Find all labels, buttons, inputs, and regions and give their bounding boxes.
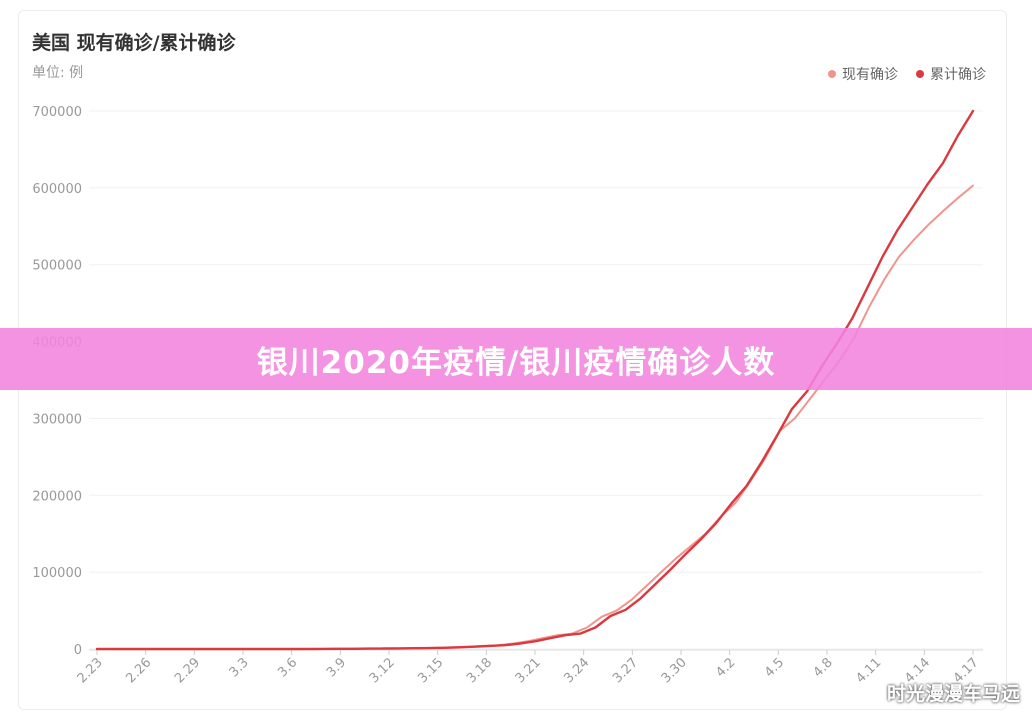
watermark: 时光漫漫车马远 [886, 683, 1020, 705]
legend-cumulative-label: 累计确诊 [930, 67, 986, 83]
x-tick-label: 4.2 [713, 655, 738, 680]
x-tick-label: 3.6 [275, 655, 300, 680]
x-tick-label: 3.21 [513, 655, 544, 686]
x-tick-label: 3.27 [610, 655, 641, 686]
x-tick-label: 3.3 [227, 655, 252, 680]
legend-item-cumulative[interactable]: 累计确诊 [916, 64, 986, 84]
x-tick-label: 3.15 [415, 655, 446, 686]
series-line-current [96, 184, 974, 650]
chart-subtitle: 单位: 例 [32, 65, 84, 81]
x-tick-label: 2.23 [75, 655, 106, 686]
y-tick-label: 0 [74, 643, 82, 658]
x-tick-label: 4.5 [762, 655, 787, 680]
x-tick-label: 4.11 [853, 655, 884, 686]
legend-current-swatch [828, 70, 836, 78]
chart-title: 美国 现有确诊/累计确诊 [32, 32, 236, 54]
x-tick-label: 3.18 [464, 655, 495, 686]
y-tick-label: 600000 [32, 182, 82, 197]
x-tick-label: 2.26 [123, 655, 154, 686]
y-tick-label: 700000 [32, 105, 82, 120]
y-tick-label: 500000 [32, 259, 82, 274]
x-tick-label: 4.8 [811, 655, 836, 680]
x-tick-label: 3.12 [367, 655, 398, 686]
y-tick-label: 300000 [32, 412, 82, 427]
x-tick-label: 3.9 [324, 655, 349, 680]
legend-item-current[interactable]: 现有确诊 [828, 64, 898, 84]
x-tick-label: 2.29 [172, 655, 203, 686]
legend-current-label: 现有确诊 [842, 67, 898, 83]
chart-legend: 现有确诊 累计确诊 [828, 64, 986, 84]
x-tick-label: 3.24 [561, 655, 592, 686]
banner-text: 银川2020年疫情/银川疫情确诊人数 [256, 344, 776, 381]
y-tick-label: 100000 [32, 566, 82, 581]
legend-cumulative-swatch [916, 70, 924, 78]
title-banner: 银川2020年疫情/银川疫情确诊人数 [0, 328, 1032, 390]
y-tick-label: 200000 [32, 489, 82, 504]
x-tick-label: 3.30 [659, 655, 690, 686]
